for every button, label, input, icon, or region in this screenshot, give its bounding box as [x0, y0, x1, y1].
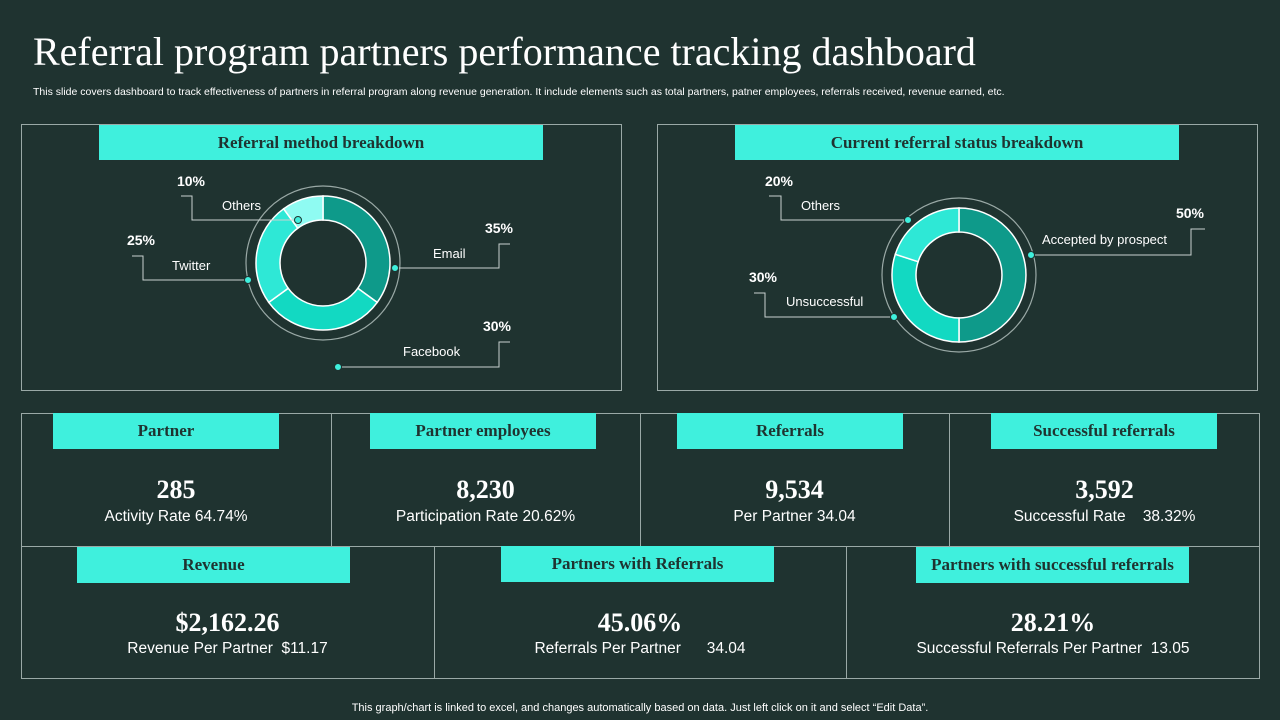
callout-line [181, 195, 298, 221]
slice-label: Unsuccessful [786, 294, 863, 309]
referral-status-panel [657, 124, 1258, 391]
callout-dot [391, 264, 399, 272]
donut-outer-ring [881, 197, 1037, 353]
referral-method-chart: Email 35% Facebook 30% Twitter 25% Others 10% [127, 173, 514, 371]
kpi-referrals: Referrals 9,534 Per Partner 34.04 [640, 413, 949, 546]
slice-label: Twitter [172, 258, 211, 273]
donut-slice-facebook [267, 287, 379, 331]
kpi-value: 45.06% [597, 608, 683, 637]
kpi-subtext: Per Partner 34.04 [733, 508, 856, 525]
kpi-divider [949, 413, 950, 546]
kpi-value: 3,592 [1075, 475, 1134, 504]
donut-slice-accepted-by-prospect [958, 207, 1027, 343]
slice-value-label: 10% [177, 173, 206, 189]
kpi-subtext: Referrals Per Partner 34.04 [534, 640, 746, 657]
callout-line [769, 195, 908, 221]
callout-dot [890, 313, 898, 321]
kpi-subtext: Successful Rate 38.32% [1013, 508, 1196, 525]
kpi-revenue: Revenue $2,162.26 Revenue Per Partner $1… [21, 546, 434, 679]
kpi-value: $2,162.26 [175, 608, 280, 637]
kpi-partner: Partner 285 Activity Rate 64.74% [21, 413, 331, 546]
slice-value-label: 50% [1176, 205, 1205, 221]
donut-slice-others [894, 207, 960, 263]
kpi-value: 28.21% [1010, 608, 1096, 637]
kpi-title: Partner employees [370, 413, 596, 449]
callout-line [338, 341, 510, 368]
kpi-partner-employees: Partner employees 8,230 Participation Ra… [331, 413, 640, 546]
slice-label: Others [222, 198, 262, 213]
slice-label: Facebook [403, 344, 461, 359]
callout-line [395, 243, 510, 269]
callout-line [1031, 228, 1205, 256]
kpi-title: Partner [53, 413, 279, 449]
kpi-successful-referrals: Successful referrals 3,592 Successful Ra… [949, 413, 1260, 546]
kpi-title: Referrals [677, 413, 903, 449]
kpi-title: Partners with successful referrals [916, 547, 1189, 583]
footer-note: This graph/chart is linked to excel, and… [351, 702, 929, 714]
kpi-divider [331, 413, 332, 546]
kpi-title: Successful referrals [991, 413, 1217, 449]
referral-method-panel [21, 124, 622, 391]
donut-slice-twitter [255, 207, 299, 304]
kpi-value: 285 [156, 475, 196, 504]
kpi-divider [434, 546, 435, 679]
slice-value-label: 30% [749, 269, 778, 285]
callout-dot [334, 363, 342, 371]
referral-method-title: Referral method breakdown [99, 125, 543, 160]
kpi-value: 8,230 [456, 475, 515, 504]
donut-slice-unsuccessful [891, 253, 960, 343]
slice-value-label: 20% [765, 173, 794, 189]
callout-line [132, 255, 248, 281]
donut-outer-ring [245, 185, 401, 341]
callout-dot [904, 216, 912, 224]
page-subtitle: This slide covers dashboard to track eff… [33, 86, 1005, 98]
page-title: Referral program partners performance tr… [33, 29, 976, 74]
kpi-title: Partners with Referrals [501, 546, 774, 582]
slice-value-label: 30% [483, 318, 512, 334]
callout-dot [294, 216, 302, 224]
kpi-divider [640, 413, 641, 546]
kpi-partners-with-successful-referrals: Partners with successful referrals 28.21… [846, 546, 1260, 679]
kpi-subtext: Successful Referrals Per Partner 13.05 [916, 640, 1190, 657]
referral-status-chart: Accepted by prospect 50% Unsuccessful 30% Ot… [749, 173, 1205, 353]
callout-dot [244, 276, 252, 284]
slice-value-label: 35% [485, 220, 514, 236]
kpi-value: 9,534 [765, 475, 824, 504]
kpi-subtext: Activity Rate 64.74% [104, 508, 248, 525]
slice-label: Accepted by prospect [1042, 232, 1167, 247]
slice-value-label: 25% [127, 232, 156, 248]
kpi-subtext: Participation Rate 20.62% [395, 508, 576, 525]
kpi-title: Revenue [77, 547, 350, 583]
kpi-subtext: Revenue Per Partner $11.17 [127, 640, 328, 657]
slice-label: Others [801, 198, 841, 213]
callout-line [754, 292, 894, 318]
slice-label: Email [433, 246, 466, 261]
kpi-partners-with-referrals: Partners with Referrals 45.06% Referrals… [434, 546, 846, 679]
referral-status-title: Current referral status breakdown [735, 125, 1179, 160]
kpi-divider [846, 546, 847, 679]
callout-dot [1027, 251, 1035, 259]
